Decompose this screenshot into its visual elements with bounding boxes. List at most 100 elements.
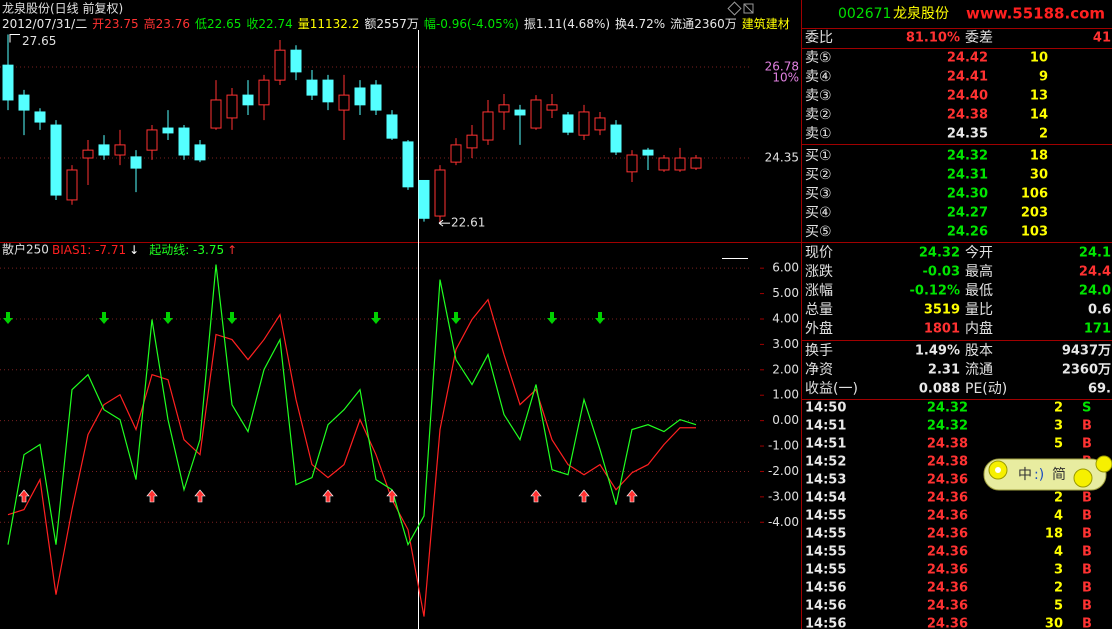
widget-mode[interactable]: 中 xyxy=(1018,467,1032,483)
tick-time: 14:54 xyxy=(805,491,846,506)
stat-label: 换手 xyxy=(805,342,833,359)
candle-body xyxy=(370,84,382,111)
stat-label: 外盘 xyxy=(805,320,833,337)
sell-signal xyxy=(227,312,237,324)
order-price: 24.32 xyxy=(947,149,988,164)
candle-body xyxy=(690,157,702,169)
info-label: 收 xyxy=(246,17,258,31)
info-label: 高 xyxy=(144,16,156,31)
window-button[interactable] xyxy=(727,1,742,16)
tick-side: B xyxy=(1082,509,1092,524)
info-value: 4.72% xyxy=(627,17,665,31)
y-tick-label: 6.00 xyxy=(772,261,799,275)
order-level: 买③ xyxy=(805,186,832,202)
stat-value: 0.6 xyxy=(1088,303,1111,318)
stat-value: 3519 xyxy=(924,303,960,318)
tick-side: S xyxy=(1082,401,1091,416)
candle-body xyxy=(626,154,638,173)
candle-body xyxy=(34,111,46,123)
candle-body xyxy=(306,79,318,96)
stat-label: 涨幅 xyxy=(805,283,833,299)
buy-signal xyxy=(386,489,398,503)
candle-body xyxy=(658,157,670,171)
pct-label: 10% xyxy=(772,71,799,85)
stat-value: 9437万 xyxy=(1062,344,1111,359)
buy-signal xyxy=(578,489,590,503)
tick-price: 24.36 xyxy=(927,617,968,629)
window-button-icon xyxy=(743,3,754,14)
tick-price: 24.38 xyxy=(927,437,968,452)
stat-label: 最低 xyxy=(965,283,993,299)
candle-body xyxy=(610,124,622,153)
info-value: -0.96(-4.05%) xyxy=(436,17,519,31)
candle-body xyxy=(130,156,142,169)
chart-title: 龙泉股份(日线 前复权) xyxy=(2,1,123,16)
sell-signal xyxy=(371,312,381,324)
legend-arrow: ↑ xyxy=(227,243,237,257)
indicator-title: 散户250 xyxy=(2,242,49,257)
y-tick-label: 4.00 xyxy=(772,311,799,325)
buy-signal xyxy=(18,489,30,503)
sector: 建筑建材 xyxy=(742,16,790,31)
tick-price: 24.36 xyxy=(927,509,968,524)
tick-side: B xyxy=(1082,599,1092,614)
order-level: 卖② xyxy=(805,107,832,123)
order-volume: 18 xyxy=(1030,149,1048,164)
candle-body xyxy=(18,94,30,111)
tick-time: 14:56 xyxy=(805,599,846,614)
order-price: 24.26 xyxy=(947,225,988,240)
sell-signal xyxy=(3,312,13,324)
info-label: 流通 xyxy=(670,17,694,31)
candle-body xyxy=(146,129,158,151)
legend-entry: BIAS1: -7.71 xyxy=(52,243,126,257)
y-tick-label: -2.00 xyxy=(768,464,799,478)
tick-time: 14:55 xyxy=(805,545,846,560)
widget-mode[interactable]: 简 xyxy=(1052,466,1066,483)
low-label: 22.61 xyxy=(451,216,485,230)
info-value: 2360万 xyxy=(694,17,737,31)
legend: BIAS1: -7.71 ↓ 起动线: -3.75 ↑ xyxy=(52,243,237,257)
order-price: 24.35 xyxy=(947,127,988,142)
buy-signal xyxy=(626,489,638,503)
stat-label: 最高 xyxy=(965,263,993,280)
indicator-line xyxy=(7,264,697,547)
tick-side: B xyxy=(1082,527,1092,542)
input-method-widget[interactable]: 中 :) 简 xyxy=(983,455,1112,491)
info-label: 振 xyxy=(524,17,536,31)
high-label: 27.65 xyxy=(22,34,56,48)
info-value: 23.75 xyxy=(104,17,138,31)
flower-icon xyxy=(1073,468,1093,488)
tick-time: 14:55 xyxy=(805,527,846,542)
order-price: 24.30 xyxy=(947,187,988,202)
order-volume: 13 xyxy=(1030,89,1048,104)
tick-volume: 5 xyxy=(1054,599,1063,614)
widget-icon: :) xyxy=(1034,467,1044,483)
candle-body xyxy=(530,99,542,129)
y-tick-label: 1.00 xyxy=(772,388,799,402)
candle-body xyxy=(226,94,238,119)
stat-value: 1801 xyxy=(924,322,960,337)
window-button[interactable] xyxy=(743,3,754,14)
tick-side: B xyxy=(1082,491,1092,506)
buy-signal xyxy=(146,489,158,503)
buy-signal xyxy=(194,489,206,503)
tick-volume: 3 xyxy=(1054,419,1063,434)
info-line: 2012/07/31/二 开23.75 高23.76 低22.65 收22.74 量111… xyxy=(2,16,790,31)
info-label: 额 xyxy=(364,17,376,31)
quote-separators xyxy=(802,28,1112,400)
stat-label: PE(动) xyxy=(965,381,1007,397)
label: 委差 xyxy=(965,30,993,46)
candle-body xyxy=(434,169,446,217)
tick-side: B xyxy=(1082,581,1092,596)
candle-body xyxy=(674,157,686,171)
stock-code: 002671 xyxy=(838,6,891,22)
stat-value: 2360万 xyxy=(1062,363,1111,378)
info-label: 低 xyxy=(195,17,207,31)
candle-body xyxy=(98,144,110,156)
tick-price: 24.36 xyxy=(927,473,968,488)
tick-time: 14:56 xyxy=(805,617,846,629)
order-level: 卖⑤ xyxy=(805,50,832,66)
candle-body xyxy=(482,111,494,141)
tick-time: 14:52 xyxy=(805,455,846,470)
